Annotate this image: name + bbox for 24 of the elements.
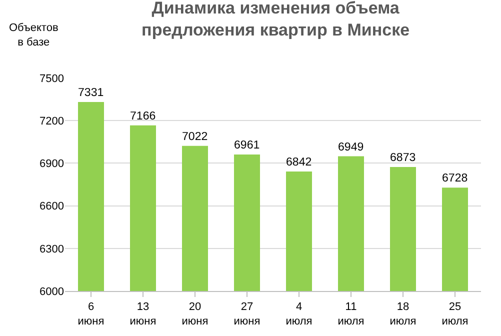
- y-tick-label: 6600: [40, 200, 64, 213]
- chart-title: Динамика изменения объема предложения квартир в Минске: [142, 0, 410, 40]
- data-label: 6728: [442, 172, 468, 185]
- x-tick-label: 13 июня: [130, 301, 156, 328]
- x-tick-label: 20 июня: [182, 301, 208, 328]
- data-label: 7166: [130, 110, 156, 123]
- y-tick-label: 6000: [40, 286, 64, 298]
- data-label: 7022: [182, 130, 208, 143]
- y-axis-title: Объектов в базе: [9, 22, 58, 48]
- y-tick-label: 6300: [40, 243, 64, 256]
- x-tick-label: 6 июня: [78, 301, 104, 328]
- x-tick-label: 4 июля: [286, 301, 312, 328]
- data-label: 7331: [78, 87, 104, 100]
- data-label: 6961: [234, 140, 260, 152]
- data-label: 6873: [390, 152, 416, 164]
- y-tick-label: 7500: [40, 72, 64, 85]
- y-tick-label: 7200: [40, 115, 64, 128]
- data-label: 6949: [338, 141, 364, 154]
- x-tick-label: 11 июля: [338, 301, 364, 328]
- x-tick-label: 18 июля: [390, 301, 416, 328]
- data-label: 6842: [286, 156, 312, 169]
- y-tick-label: 6900: [40, 158, 64, 170]
- x-tick-label: 25 июля: [442, 301, 468, 328]
- x-tick-label: 27 июня: [234, 301, 260, 328]
